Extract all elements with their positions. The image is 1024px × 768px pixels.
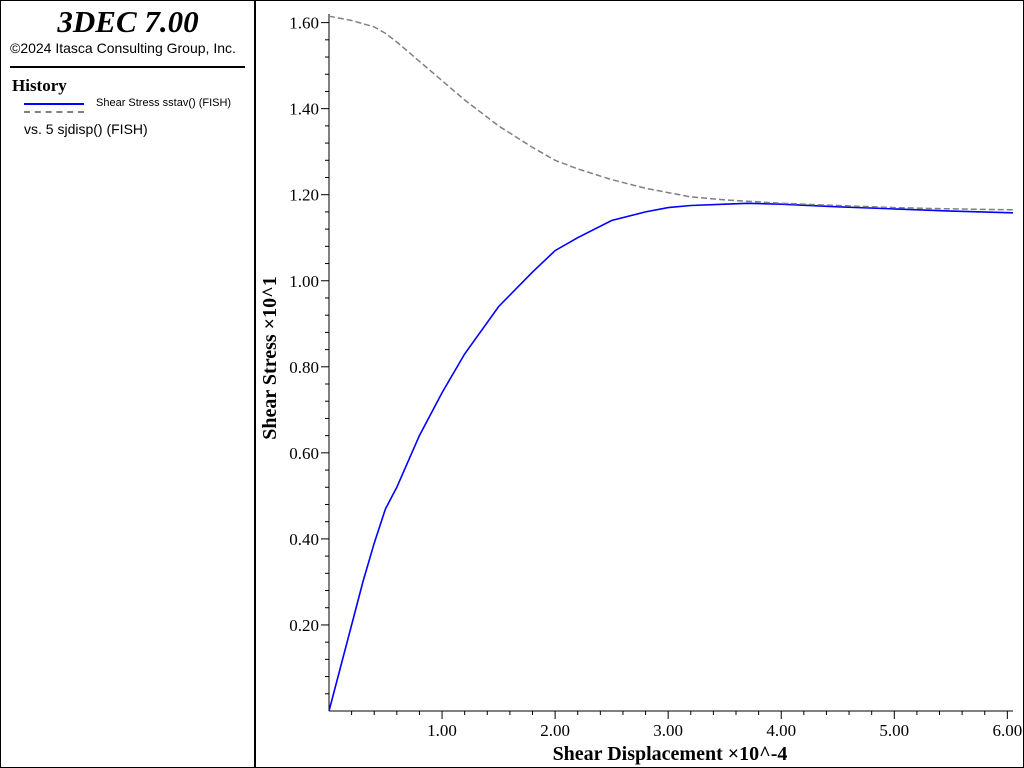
series-line-dashed <box>328 15 1014 211</box>
y-tick-label: 0.40 <box>289 530 319 549</box>
x-tick-label: 1.00 <box>427 721 457 740</box>
y-tick-label: 1.00 <box>289 272 319 291</box>
y-tick-label: 1.20 <box>289 186 319 205</box>
x-tick-label: 6.00 <box>992 721 1022 740</box>
history-heading: History <box>12 76 67 95</box>
legend-divider <box>10 66 245 68</box>
x-ticks: 1.00 2.00 3.00 4.00 5.00 6.00 <box>351 711 1022 740</box>
x-tick-label: 4.00 <box>766 721 796 740</box>
x-axis-label: Shear Displacement ×10^-4 <box>553 743 788 765</box>
y-tick-label: 0.80 <box>289 358 319 377</box>
y-tick-label: 1.60 <box>289 14 319 33</box>
axes <box>328 14 1013 712</box>
copyright-text: ©2024 Itasca Consulting Group, Inc. <box>10 40 236 56</box>
app-title: 3DEC 7.00 <box>57 4 199 39</box>
series-lines <box>328 15 1014 712</box>
series-label: Shear Stress sstav() (FISH) <box>96 97 232 109</box>
legend-panel: 3DEC 7.00 ©2024 Itasca Consulting Group,… <box>0 0 256 768</box>
vs-label: vs. 5 sjdisp() (FISH) <box>24 121 148 137</box>
y-tick-label: 0.60 <box>289 444 319 463</box>
x-tick-label: 5.00 <box>879 721 909 740</box>
y-tick-label: 0.20 <box>289 616 319 635</box>
y-tick-label: 1.40 <box>289 100 319 119</box>
plot-area: 1.00 2.00 3.00 4.00 5.00 6.00 0.20 0.40 0.60 0.8… <box>259 14 1022 765</box>
series-swatch-dashed <box>24 111 84 113</box>
x-tick-label: 2.00 <box>540 721 570 740</box>
y-axis-label: Shear Stress ×10^1 <box>259 276 281 439</box>
series-line-solid <box>328 202 1014 712</box>
y-ticks: 0.20 0.40 0.60 0.80 1.00 1.20 1.40 1.60 <box>289 14 329 695</box>
x-tick-label: 3.00 <box>653 721 683 740</box>
series-swatch-solid <box>24 103 84 105</box>
